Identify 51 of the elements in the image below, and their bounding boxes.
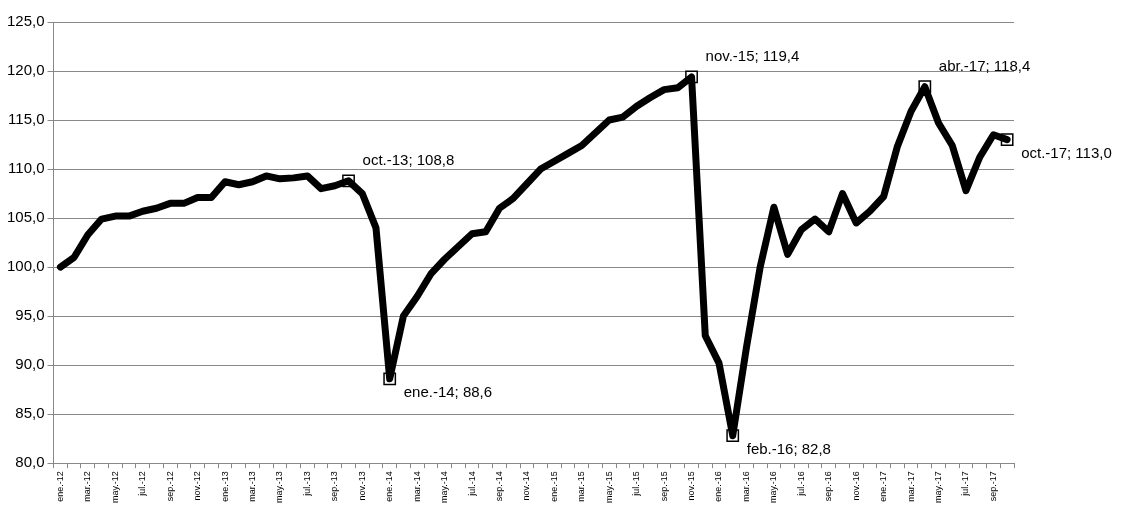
data-label: abr.-17; 118,4 xyxy=(938,56,1031,74)
x-tick-label: ene.-17 xyxy=(878,471,889,502)
y-tick-label: 100,0 xyxy=(6,257,45,275)
x-tick-label: nov.-12 xyxy=(192,471,203,501)
x-tick-label: mar.-16 xyxy=(740,471,751,502)
x-tick-label: jul.-15 xyxy=(631,471,642,497)
x-tick-label: jul.-17 xyxy=(960,471,971,497)
y-tick-label: 120,0 xyxy=(6,61,45,79)
x-tick-label: mar.-15 xyxy=(576,471,587,502)
x-tick-label: may.-14 xyxy=(439,471,450,503)
x-tick-label: jul.-14 xyxy=(466,471,477,497)
data-label: ene.-14; 88,6 xyxy=(403,382,493,400)
x-tick-label: jul.-12 xyxy=(137,471,148,497)
x-tick-label: mar.-17 xyxy=(905,471,916,502)
x-tick-label: nov.-13 xyxy=(356,471,367,501)
y-tick-label: 80,0 xyxy=(15,453,45,471)
y-tick-label: 85,0 xyxy=(15,404,45,422)
x-tick-label: sep.-14 xyxy=(493,471,504,502)
x-tick-label: sep.-13 xyxy=(329,471,340,502)
x-tick-label: ene.-16 xyxy=(713,471,724,502)
x-tick-label: ene.-14 xyxy=(384,471,395,502)
x-tick-label: jul.-13 xyxy=(301,471,312,497)
x-tick-label: mar.-12 xyxy=(82,471,93,502)
data-label: oct.-13; 108,8 xyxy=(362,150,455,168)
x-tick-label: nov.-15 xyxy=(686,471,697,501)
x-tick-label: may.-15 xyxy=(603,471,614,503)
x-tick-label: may.-13 xyxy=(274,471,285,503)
x-tick-label: sep.-16 xyxy=(823,471,834,502)
data-label: feb.-16; 82,8 xyxy=(746,439,831,457)
x-tick-label: mar.-13 xyxy=(246,471,257,502)
x-tick-label: ene.-12 xyxy=(54,471,65,502)
x-tick-label: may.-12 xyxy=(109,471,120,503)
y-tick-label: 125,0 xyxy=(6,12,45,30)
x-tick-label: may.-16 xyxy=(768,471,779,503)
x-tick-label: mar.-14 xyxy=(411,471,422,502)
x-tick-label: sep.-17 xyxy=(987,471,998,502)
y-tick-label: 95,0 xyxy=(15,306,45,324)
data-label: nov.-15; 119,4 xyxy=(705,47,800,65)
y-tick-label: 105,0 xyxy=(6,208,45,226)
x-tick-label: sep.-15 xyxy=(658,471,669,502)
x-tick-label: jul.-16 xyxy=(795,471,806,497)
x-tick-label: nov.-14 xyxy=(521,471,532,501)
y-tick-label: 110,0 xyxy=(8,159,45,177)
y-tick-label: 90,0 xyxy=(15,355,45,373)
x-tick-label: sep.-12 xyxy=(164,471,175,502)
x-tick-label: ene.-13 xyxy=(219,471,230,502)
x-tick-label: nov.-16 xyxy=(850,471,861,501)
data-label: oct.-17; 113,0 xyxy=(1021,143,1112,161)
x-tick-label: ene.-15 xyxy=(548,471,559,502)
y-tick-label: 115,0 xyxy=(8,110,45,128)
x-tick-label: may.-17 xyxy=(933,471,944,503)
